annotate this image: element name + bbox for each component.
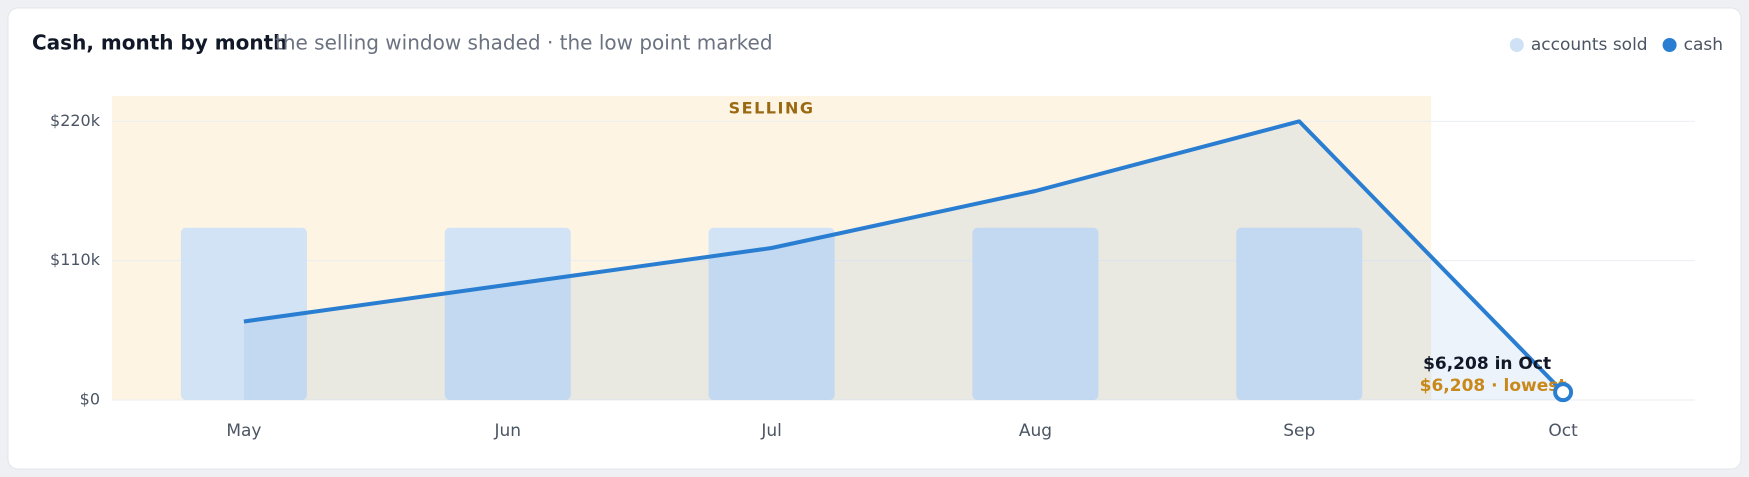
legend-swatch [1662, 38, 1677, 52]
bar [444, 227, 571, 400]
bar [708, 227, 835, 400]
x-tick-label: Oct [1548, 421, 1578, 441]
shade-label: SELLING [729, 99, 815, 118]
x-tick-label: May [226, 421, 261, 441]
low-marker [1553, 382, 1574, 403]
low-annotation: $6,208 in Oct [1423, 354, 1551, 374]
cash-line [243, 119, 1565, 394]
chart-title: Cash, month by month [32, 31, 287, 55]
bar [180, 227, 307, 400]
x-tick-label: Aug [1019, 421, 1052, 441]
legend-label: accounts sold [1531, 35, 1648, 55]
legend-label: cash [1684, 35, 1723, 55]
bar [972, 227, 1099, 400]
y-tick-label: $110k [50, 250, 101, 269]
cash-area [243, 121, 1564, 400]
x-tick-label: Sep [1283, 421, 1315, 441]
low-label: $6,208 · lowest [1420, 376, 1567, 396]
y-tick-label: $220k [50, 111, 101, 130]
y-tick-label: $0 [80, 390, 100, 409]
chart-subtitle: the selling window shaded · the low poin… [275, 31, 773, 55]
bar [1236, 227, 1363, 400]
x-tick-label: Jul [760, 421, 782, 441]
x-tick-label: Jun [493, 421, 521, 441]
legend-swatch [1509, 38, 1524, 52]
